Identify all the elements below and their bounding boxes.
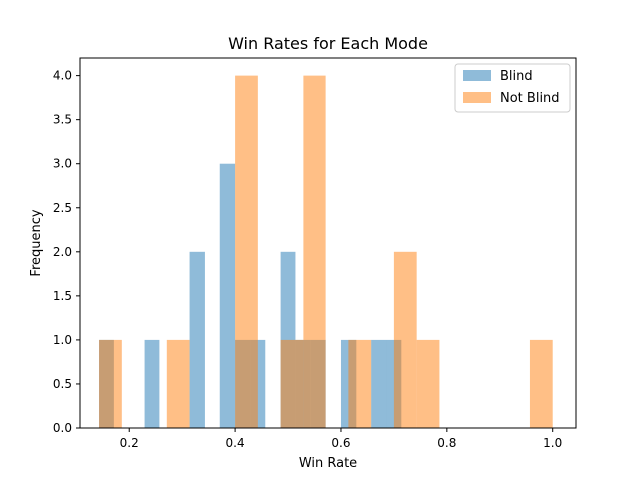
bar-not-blind-5 [348,339,372,428]
y-tick-label: 0.5 [53,377,72,391]
series-not-blind [99,75,553,429]
bar-not-blind-1 [166,339,190,428]
plot-frame [79,57,577,429]
y-tick-label: 0.0 [53,421,72,435]
x-tick-label: 0.2 [120,436,139,450]
x-tick-label: 0.4 [226,436,245,450]
x-tick-label: 0.8 [437,436,456,450]
legend: Blind Not Blind [454,63,571,113]
y-tick-label: 2.0 [53,245,72,259]
bar-blind-3 [219,163,236,428]
bar-blind-2 [189,251,205,428]
bar-blind-1 [144,339,160,428]
bar-blind-10 [371,339,387,428]
y-tick-label: 1.0 [53,333,72,347]
y-tick-label: 3.0 [53,157,72,171]
y-tick-label: 3.5 [53,113,72,127]
x-axis: 0.2 0.4 0.6 0.8 1.0 [120,428,562,450]
bar-not-blind-7 [416,339,440,428]
legend-label-blind: Blind [500,69,533,84]
x-tick-label: 0.6 [331,436,350,450]
bar-not-blind-4 [303,75,326,429]
bar-not-blind-8 [529,339,553,428]
y-tick-label: 4.0 [53,69,72,83]
y-axis: 0.0 0.5 1.0 1.5 2.0 2.5 3.0 3.5 4.0 [53,69,80,435]
x-axis-label: Win Rate [299,456,357,471]
y-tick-label: 2.5 [53,201,72,215]
bar-not-blind-2 [235,75,258,429]
bar-not-blind-3 [280,339,304,428]
bar-not-blind-0 [99,339,122,428]
bars-layer [99,75,553,429]
y-tick-label: 1.5 [53,289,72,303]
chart-title: Win Rates for Each Mode [228,34,428,53]
legend-label-not-blind: Not Blind [500,91,560,106]
bar-not-blind-6 [393,251,417,428]
y-axis-label: Frequency [29,209,44,276]
x-tick-label: 1.0 [543,436,562,450]
legend-swatch-blind [463,70,491,81]
legend-swatch-not-blind [463,92,491,103]
